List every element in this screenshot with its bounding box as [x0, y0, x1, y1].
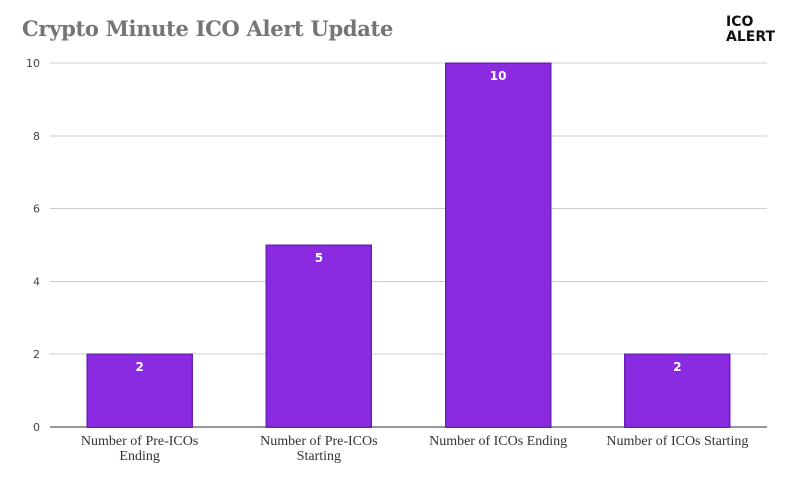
- bar-data-label: 2: [135, 360, 143, 374]
- y-tick-label: 2: [33, 348, 40, 361]
- y-tick-label: 10: [26, 57, 40, 70]
- bar-data-label: 2: [673, 360, 681, 374]
- x-category-label: Number of ICOs Ending: [429, 434, 567, 449]
- logo-line-2: ALERT: [726, 29, 776, 45]
- y-tick-label: 6: [33, 203, 40, 216]
- bar: [86, 353, 193, 428]
- bar-data-label: 5: [315, 251, 323, 265]
- logo-line-1: ICO: [726, 14, 754, 30]
- bar-data-label: 10: [490, 69, 507, 83]
- y-tick-label: 0: [33, 421, 40, 434]
- x-category-label: Starting: [297, 449, 341, 464]
- x-category-label: Number of Pre-ICOs: [260, 434, 377, 449]
- x-category-label: Number of ICOs Starting: [606, 434, 748, 449]
- bar: [265, 244, 373, 428]
- bar: [624, 353, 731, 428]
- bar: [444, 62, 552, 428]
- y-tick-label: 8: [33, 130, 40, 143]
- y-tick-label: 4: [33, 275, 40, 288]
- chart-title: Crypto Minute ICO Alert Update: [22, 16, 394, 41]
- x-category-label: Ending: [119, 449, 159, 464]
- x-category-label: Number of Pre-ICOs: [81, 434, 198, 449]
- ico-alert-logo: ICO ALERT: [726, 15, 786, 45]
